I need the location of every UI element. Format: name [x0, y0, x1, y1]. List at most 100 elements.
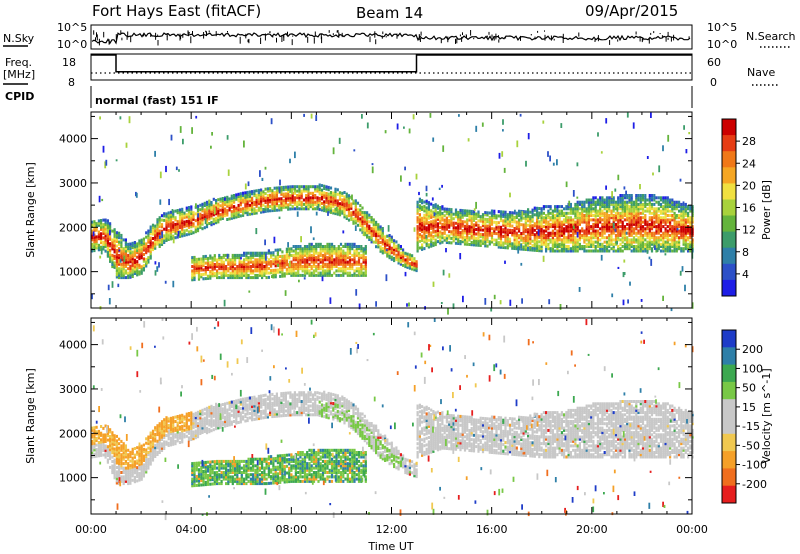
- echo-cell: [418, 233, 421, 237]
- echo-cell: [628, 240, 631, 244]
- echo-cell: [100, 223, 103, 227]
- echo-cell: [319, 258, 322, 262]
- echo-cell: [204, 254, 207, 258]
- echo-cell: [193, 260, 196, 264]
- echo-cell: [131, 246, 134, 250]
- echo-cell: [160, 240, 164, 244]
- echo-cell: [623, 229, 627, 233]
- echo-cell: [475, 239, 478, 243]
- echo-cell: [127, 245, 130, 248]
- echo-cell: [363, 222, 366, 226]
- echo-cell: [370, 229, 373, 233]
- echo-cell: [118, 233, 121, 237]
- echo-cell: [691, 225, 694, 229]
- echo-cell: [271, 202, 274, 206]
- echo-cell: [497, 236, 500, 240]
- echo-cell: [612, 196, 615, 200]
- echo-cell: [230, 201, 233, 205]
- echo-speck: [317, 204, 320, 209]
- echo-cell: [264, 187, 267, 191]
- echo-cell: [342, 256, 345, 260]
- echo-cell: [298, 194, 301, 197]
- echo-cell: [671, 245, 674, 248]
- echo-cell: [418, 228, 421, 232]
- echo-cell: [662, 225, 665, 229]
- noise-spike: [544, 34, 546, 41]
- echo-cell: [536, 235, 539, 239]
- echo-cell: [653, 233, 656, 237]
- echo-cell: [572, 245, 575, 248]
- echo-cell: [554, 214, 557, 217]
- echo-cell: [687, 205, 690, 209]
- echo-cell: [271, 206, 274, 210]
- echo-cell: [129, 273, 132, 277]
- echo-cell: [200, 259, 203, 263]
- echo-cell: [576, 209, 579, 213]
- echo-cell: [605, 218, 609, 222]
- echo-cell: [113, 241, 116, 245]
- echo-cell: [97, 449, 100, 453]
- echo-cell: [617, 233, 620, 237]
- echo-cell: [427, 201, 430, 205]
- echo-cell: [291, 185, 294, 189]
- echo-cell: [605, 249, 609, 253]
- echo-speck: [400, 175, 402, 182]
- echo-cell: [450, 210, 453, 214]
- echo-cell: [427, 245, 430, 249]
- echo-cell: [436, 224, 439, 228]
- echo-cell: [312, 265, 316, 268]
- noise-spike: [650, 32, 652, 35]
- echo-cell: [282, 194, 285, 198]
- echo-cell: [567, 220, 570, 224]
- echo-speck: [681, 266, 684, 272]
- echo-cell: [211, 258, 214, 262]
- echo-cell: [648, 227, 651, 231]
- echo-cell: [149, 252, 152, 256]
- noise-spike: [93, 30, 95, 35]
- echo-cell: [279, 259, 282, 263]
- echo-cell: [140, 267, 143, 271]
- echo-cell: [610, 200, 613, 204]
- echo-cell: [524, 243, 527, 247]
- echo-cell: [356, 210, 360, 214]
- echo-cell: [95, 443, 98, 447]
- echo-cell: [423, 233, 426, 237]
- echo-cell: [140, 265, 143, 269]
- echo-cell: [578, 245, 581, 248]
- echo-cell: [639, 225, 642, 229]
- echo-cell: [122, 273, 125, 277]
- echo-cell: [236, 267, 239, 271]
- echo-cell: [434, 225, 437, 229]
- echo-cell: [448, 221, 451, 225]
- echo-cell: [583, 218, 586, 222]
- echo-cell: [93, 224, 96, 228]
- echo-cell: [257, 195, 260, 199]
- echo-cell: [212, 208, 215, 212]
- echo-cell: [151, 241, 155, 245]
- echo-cell: [639, 198, 642, 202]
- echo-cell: [466, 225, 469, 228]
- echo-cell: [326, 245, 329, 248]
- echo-cell: [466, 240, 469, 244]
- echo-cell: [106, 427, 109, 431]
- echo-cell: [316, 207, 319, 211]
- echo-speck: [425, 192, 428, 197]
- echo-cell: [684, 218, 687, 222]
- echo-cell: [248, 199, 251, 203]
- echo-cell: [653, 222, 656, 226]
- echo-cell: [95, 430, 98, 434]
- echo-cell: [251, 190, 254, 194]
- echo-cell: [124, 269, 127, 273]
- echo-cell: [242, 198, 245, 202]
- echo-cell: [261, 251, 264, 255]
- echo-cell: [226, 195, 229, 199]
- echo-cell: [372, 231, 375, 235]
- echo-cell: [310, 271, 313, 275]
- echo-cell: [664, 198, 667, 202]
- echo-cell: [97, 232, 100, 236]
- noise-spike: [597, 35, 599, 42]
- echo-cell: [587, 249, 590, 253]
- echo-cell: [129, 247, 132, 250]
- echo-cell: [472, 238, 476, 242]
- echo-cell: [352, 221, 355, 225]
